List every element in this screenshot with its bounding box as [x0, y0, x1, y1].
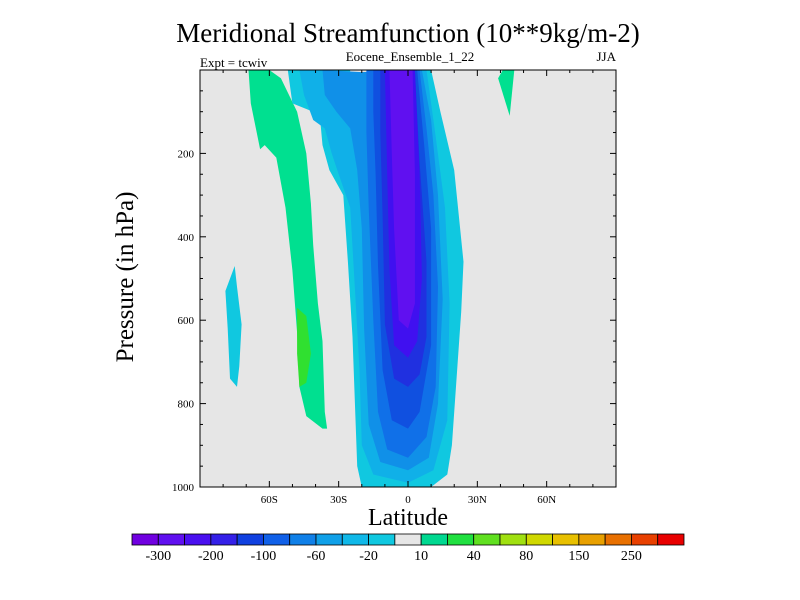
colorbar-swatch	[236, 533, 264, 546]
x-tick-label: 60N	[537, 494, 556, 506]
colorbar-label: -200	[198, 549, 224, 564]
colorbar-swatch	[499, 533, 527, 546]
colorbar-swatch	[394, 533, 422, 546]
colorbar-swatch	[420, 533, 448, 546]
colorbar-swatch	[447, 533, 475, 546]
y-axis-label: Pressure (in hPa)	[112, 192, 139, 363]
colorbar-swatch	[631, 533, 659, 546]
contour-region-5	[225, 266, 242, 387]
colorbar-swatch	[578, 533, 606, 546]
contour-layer	[225, 70, 515, 487]
contour-region-12	[389, 70, 415, 329]
x-tick-label: 60S	[261, 494, 278, 506]
y-tick-label: 600	[178, 315, 195, 327]
colorbar-swatch	[315, 533, 343, 546]
contour-region-1	[297, 307, 311, 387]
axis-ticks: 60S 30S 0 30N 60N 200 400 600 800 1000	[172, 70, 616, 506]
colorbar-swatch	[131, 533, 159, 546]
y-tick-label: 800	[178, 399, 195, 411]
y-tick-label: 200	[178, 148, 195, 160]
colorbar-label: -20	[359, 549, 378, 564]
y-tick-label: 1000	[172, 482, 195, 494]
colorbar-label: 10	[414, 549, 428, 564]
chart-title: Meridional Streamfunction (10**9kg/m-2)	[176, 18, 639, 48]
colorbar-swatch	[263, 533, 291, 546]
colorbar-label: -60	[307, 549, 326, 564]
contour-region-2	[498, 70, 515, 116]
colorbar-swatch	[657, 533, 685, 546]
y-tick-label: 400	[178, 232, 195, 244]
experiment-label: Expt = tcwiv	[200, 55, 268, 70]
colorbar-label: 150	[568, 549, 589, 564]
colorbar-label: 250	[621, 549, 642, 564]
colorbar-swatch	[604, 533, 632, 546]
season-label: JJA	[596, 49, 616, 64]
x-axis-label: Latitude	[368, 505, 448, 531]
colorbar-label: -100	[251, 549, 277, 564]
x-tick-label: 30N	[468, 494, 487, 506]
colorbar-swatch	[184, 533, 212, 546]
chart-subtitle: Eocene_Ensemble_1_22	[346, 49, 475, 64]
x-tick-label: 30S	[330, 494, 347, 506]
colorbar-swatch	[157, 533, 185, 546]
colorbar-swatch	[552, 533, 580, 546]
colorbar: -300 -200 -100 -60 -20 10 40 80 150 250	[131, 533, 685, 564]
colorbar-label: 40	[467, 549, 481, 564]
colorbar-swatch	[210, 533, 238, 546]
colorbar-swatch	[473, 533, 501, 546]
colorbar-label: 80	[519, 549, 533, 564]
colorbar-swatch	[368, 533, 396, 546]
colorbar-swatch	[341, 533, 369, 546]
colorbar-swatch	[525, 533, 553, 546]
x-tick-label: 0	[405, 494, 411, 506]
colorbar-label: -300	[145, 549, 171, 564]
colorbar-swatch	[289, 533, 317, 546]
